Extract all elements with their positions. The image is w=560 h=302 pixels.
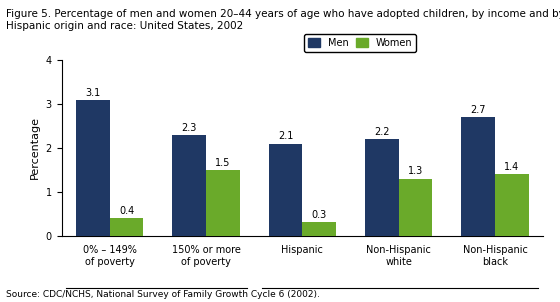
Text: 0.3: 0.3 (311, 210, 327, 220)
Bar (172, 135, 206, 236)
Y-axis label: Percentage: Percentage (30, 117, 40, 179)
Bar (110, 218, 143, 236)
Legend: Men, Women: Men, Women (304, 34, 416, 52)
Bar (206, 170, 240, 236)
Text: Figure 5. Percentage of men and women 20–44 years of age who have adopted childr: Figure 5. Percentage of men and women 20… (6, 9, 560, 31)
Bar (399, 179, 432, 236)
Text: 1.4: 1.4 (504, 162, 520, 172)
Bar (495, 174, 529, 236)
Bar (302, 222, 336, 236)
Text: Source: CDC/NCHS, National Survey of Family Growth Cycle 6 (2002).: Source: CDC/NCHS, National Survey of Fam… (6, 290, 319, 299)
Text: 2.1: 2.1 (278, 131, 293, 141)
Text: 3.1: 3.1 (85, 88, 101, 98)
Bar (461, 117, 495, 236)
Text: 2.2: 2.2 (374, 127, 390, 137)
Bar (269, 144, 302, 236)
Text: 2.7: 2.7 (470, 105, 486, 115)
Text: 2.3: 2.3 (181, 123, 197, 133)
Bar (365, 139, 399, 236)
Bar (76, 100, 110, 236)
Text: 1.5: 1.5 (215, 158, 231, 168)
Text: 1.3: 1.3 (408, 166, 423, 176)
Text: 0.4: 0.4 (119, 206, 134, 216)
